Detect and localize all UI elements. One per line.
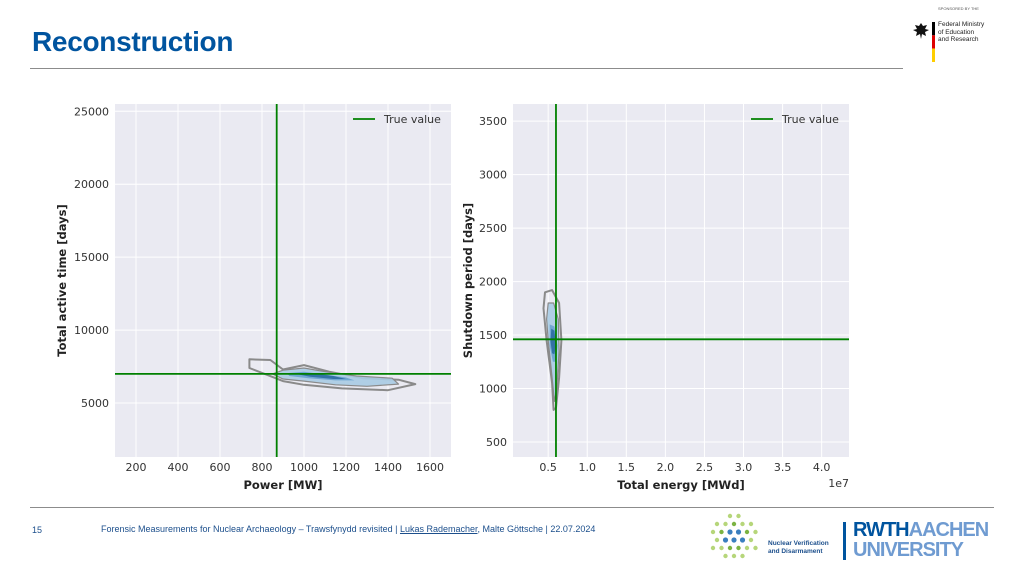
logo-dot: [740, 521, 745, 527]
sponsor-ministry-name: Federal Ministry of Education and Resear…: [938, 21, 1012, 44]
x-tick-label: 2.5: [696, 461, 714, 474]
logo-dot: [736, 545, 741, 551]
page-number: 15: [32, 525, 43, 535]
x-tick-label: 0.5: [539, 461, 557, 474]
dot-cluster-icon: [710, 513, 758, 559]
plot-area: [115, 104, 451, 457]
y-tick-label: 15000: [74, 251, 109, 264]
nvd-line: and Disarmament: [768, 548, 823, 555]
y-tick-label: 2500: [479, 222, 507, 235]
rwth-logo-rwth: RWTH: [853, 519, 910, 541]
sponsor-line: Federal Ministry: [938, 21, 985, 28]
x-tick-label: 200: [126, 461, 147, 474]
logo-dot: [731, 521, 737, 527]
y-tick-label: 500: [486, 436, 507, 449]
y-tick-label: 1500: [479, 329, 507, 342]
sponsor-line: of Education: [938, 28, 975, 36]
footer-text-before: Forensic Measurements for Nuclear Archae…: [101, 524, 400, 534]
y-tick-label: 3500: [479, 115, 507, 128]
x-tick-label: 800: [252, 461, 273, 474]
logo-dot: [736, 513, 741, 519]
footer-divider: [30, 507, 994, 508]
footer-text-after: , Malte Göttsche | 22.07.2024: [477, 524, 596, 534]
rwth-aachen-logo: RWTHAACHEN UNIVERSITY: [843, 519, 993, 563]
logo-dot: [744, 529, 750, 535]
x-tick-label: 4.0: [813, 461, 831, 474]
rwth-logo-aachen: AACHEN: [908, 519, 990, 541]
x-tick-label: 400: [168, 461, 189, 474]
y-axis-label: Shutdown period [days]: [461, 203, 475, 358]
x-tick-label: 600: [210, 461, 231, 474]
rwth-logo-bar: [843, 522, 846, 560]
y-tick-label: 5000: [81, 397, 109, 410]
logo-dot: [723, 553, 728, 559]
x-tick-label: 3.5: [774, 461, 792, 474]
logo-dot: [714, 537, 720, 543]
footer-citation: Forensic Measurements for Nuclear Archae…: [101, 524, 595, 534]
logo-dot: [731, 553, 737, 559]
logo-dot: [710, 529, 716, 535]
x-tick-label: 1400: [374, 461, 402, 474]
logo-dot: [731, 537, 737, 543]
title-divider: [30, 68, 903, 69]
logo-dot: [727, 545, 733, 551]
legend-label: True value: [781, 113, 839, 126]
nvd-line: Nuclear Verification: [768, 540, 829, 547]
kde-contour-outer: [248, 358, 417, 392]
logo-dot: [753, 545, 758, 551]
federal-eagle-icon: [913, 23, 929, 39]
y-tick-label: 10000: [74, 324, 109, 337]
x-axis-label: Power [MW]: [243, 478, 322, 492]
power-vs-active-time-chart: 200 400 600 800 1000 1200 1400 1600 5000 10000 150…: [55, 104, 451, 492]
energy-vs-shutdown-chart: 0.5 1.0 1.5 2.0 2.5 3.0 3.5 4.0 500 1000 1500 2000 2…: [461, 104, 849, 492]
x-tick-label: 1600: [416, 461, 444, 474]
sponsor-label: SPONSORED BY THE: [938, 6, 979, 11]
logo-dot: [748, 521, 754, 527]
x-tick-label: 3.0: [735, 461, 753, 474]
author-link[interactable]: Lukas Rademacher: [399, 524, 478, 534]
sponsor-line: and Research: [938, 36, 979, 43]
plot-area: [513, 104, 849, 457]
nvd-logo-text: Nuclear Verification and Disarmament: [768, 540, 829, 556]
logo-dot: [710, 545, 716, 551]
y-tick-label: 25000: [74, 105, 109, 118]
x-tick-label: 1.0: [578, 461, 596, 474]
x-tick-label: 1.5: [618, 461, 636, 474]
logo-dot: [723, 521, 728, 527]
y-tick-label: 1000: [479, 383, 507, 396]
x-offset-label: 1e7: [828, 477, 849, 490]
slide-title: Reconstruction: [32, 26, 234, 57]
y-axis-label: Total active time [days]: [55, 204, 69, 356]
sponsor-logo: SPONSORED BY THE Federal Ministry of Edu…: [912, 4, 1012, 66]
logo-dot: [727, 529, 733, 535]
logo-dot: [739, 537, 746, 543]
logo-dot: [735, 529, 742, 535]
nuclear-verification-logo: Nuclear Verification and Disarmament: [708, 512, 838, 564]
rwth-logo-line1: RWTHAACHEN: [853, 519, 990, 541]
logo-dot: [727, 513, 733, 519]
x-axis-label: Total energy [MWd]: [617, 478, 744, 492]
x-tick-label: 1200: [332, 461, 360, 474]
kde-contour-dark: [550, 328, 556, 355]
logo-dot: [719, 529, 724, 535]
german-flag-icon: [932, 22, 935, 62]
logo-dot: [744, 545, 750, 551]
logo-dot: [719, 545, 724, 551]
legend-label: True value: [383, 113, 441, 126]
logo-dot: [740, 553, 745, 559]
y-tick-label: 3000: [479, 169, 507, 182]
y-tick-label: 20000: [74, 178, 109, 191]
logo-dot: [714, 521, 720, 527]
rwth-logo-line2: UNIVERSITY: [853, 539, 964, 561]
logo-dot: [753, 529, 758, 535]
logo-dot: [748, 537, 754, 543]
logo-dot: [722, 537, 729, 543]
x-tick-label: 1000: [290, 461, 318, 474]
x-tick-label: 2.0: [657, 461, 675, 474]
y-tick-label: 2000: [479, 276, 507, 289]
